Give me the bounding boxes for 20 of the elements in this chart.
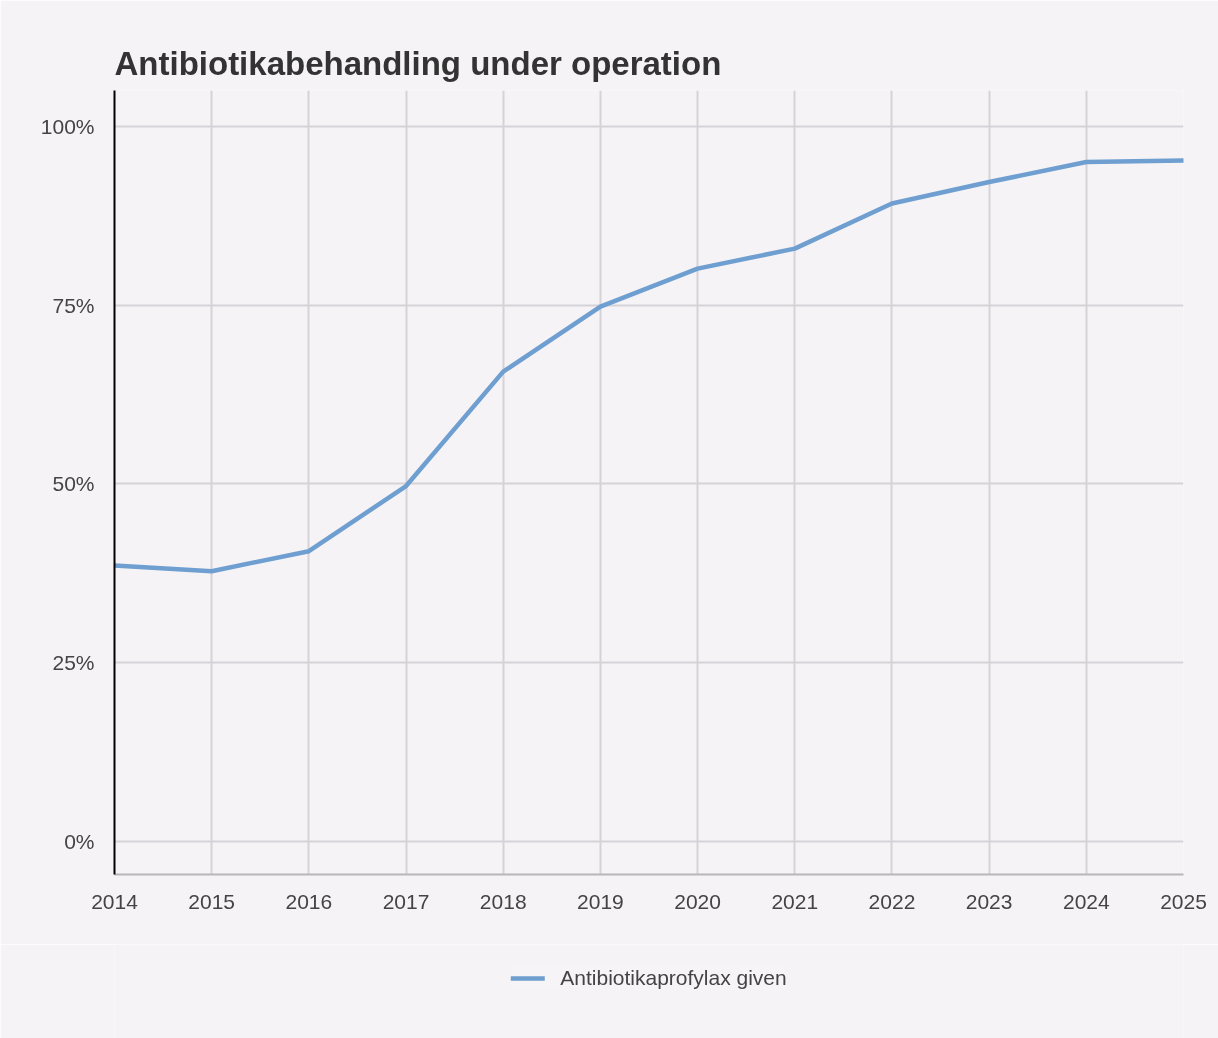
x-tick-label: 2024 bbox=[1062, 889, 1110, 913]
y-tick-label: 75% bbox=[52, 293, 95, 317]
x-tick-label: 2021 bbox=[771, 889, 819, 913]
x-tick-label: 2025 bbox=[1160, 889, 1207, 913]
y-tick-label: 50% bbox=[52, 472, 95, 496]
x-tick-label: 2023 bbox=[965, 889, 1013, 913]
y-tick-label: 25% bbox=[52, 651, 95, 675]
x-tick-label: 2020 bbox=[674, 889, 721, 913]
line-series bbox=[114, 158, 1184, 574]
x-tick-label: 2022 bbox=[868, 889, 916, 913]
x-tick-label: 2014 bbox=[91, 889, 139, 913]
x-tick-label: 2016 bbox=[285, 889, 333, 913]
x-tick-label: 2019 bbox=[577, 889, 624, 913]
x-tick-label: 2017 bbox=[382, 889, 430, 913]
y-tick-label: 0% bbox=[64, 830, 95, 854]
x-tick-label: 2015 bbox=[188, 889, 236, 913]
legend-label: Antibiotikaprofylax given bbox=[560, 966, 787, 990]
chart-title: Antibiotikabehandling under operation bbox=[114, 44, 722, 82]
y-tick-label: 100% bbox=[40, 114, 95, 138]
x-tick-label: 2018 bbox=[479, 889, 527, 913]
